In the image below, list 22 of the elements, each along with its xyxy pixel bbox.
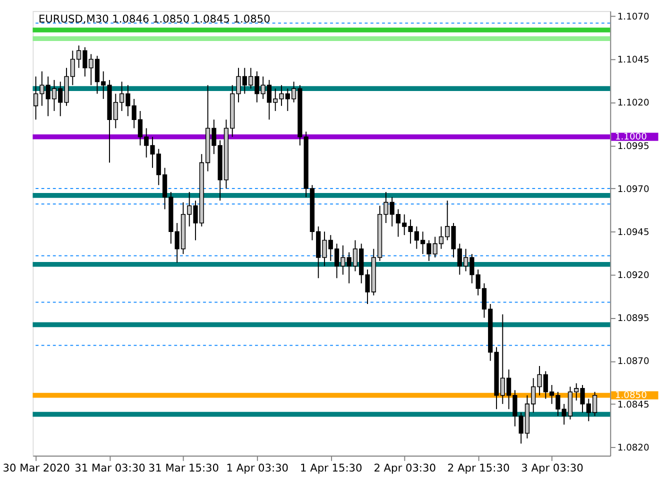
y-tick-label: 1.0845: [617, 400, 650, 410]
ref-line-label: 1.0850: [614, 391, 648, 402]
ref-line-label: 1.1000: [614, 132, 648, 143]
x-tick-label: 2 Apr 03:30: [374, 462, 436, 475]
y-tick-label: 1.1070: [617, 12, 650, 23]
y-tick-label: 1.0970: [617, 184, 650, 195]
x-tick-label: 30 Mar 2020: [2, 462, 70, 475]
x-tick-label: 2 Apr 15:30: [447, 462, 510, 475]
y-tick-label: 1.0895: [617, 314, 650, 324]
y-tick-label: 1.0820: [617, 443, 650, 454]
x-tick-label: 1 Apr 03:30: [226, 462, 289, 475]
y-tick-label: 1.0870: [617, 357, 650, 368]
y-tick-label: 1.0945: [617, 228, 650, 238]
x-tick-label: 1 Apr 15:30: [300, 462, 363, 475]
x-tick-label: 3 Apr 03:30: [521, 462, 584, 475]
y-tick-label: 1.1020: [617, 98, 650, 109]
y-tick-label: 1.1045: [617, 56, 650, 66]
y-tick-label: 1.0920: [617, 271, 650, 282]
x-tick-label: 31 Mar 15:30: [148, 462, 220, 475]
chart-title: EURUSD,M30 1.0846 1.0850 1.0845 1.0850: [38, 14, 271, 26]
x-tick-label: 31 Mar 03:30: [74, 462, 146, 475]
y-tick-label: 1.0995: [617, 142, 650, 152]
